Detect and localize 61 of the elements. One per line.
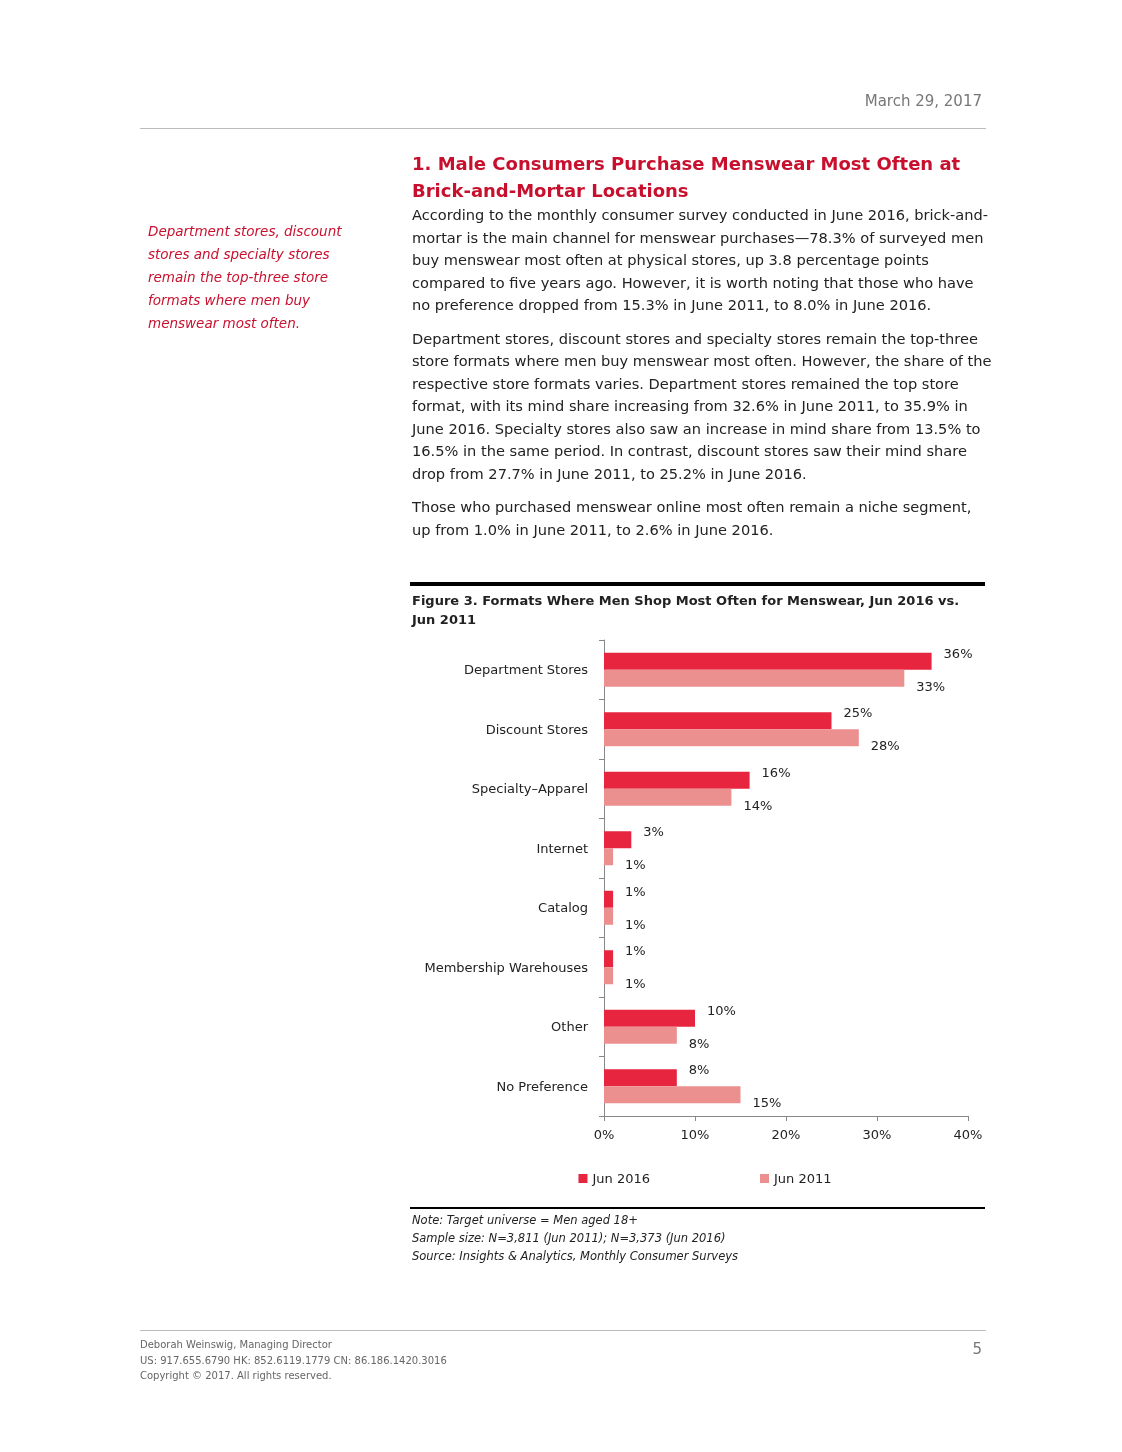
text: 3% bbox=[643, 824, 664, 840]
bar bbox=[604, 712, 832, 730]
text: Those who purchased menswear online most often remain a niche segment, up from 1.0% in June 2011, to 2.6% in June 2016. bbox=[412, 497, 973, 540]
bar bbox=[604, 907, 614, 925]
text: 1% bbox=[625, 883, 646, 899]
bar bbox=[604, 967, 614, 985]
y-tick-label: Department Stores bbox=[464, 662, 589, 678]
text: 1% bbox=[625, 916, 646, 932]
text: Deborah Weinswig, Managing Director bbox=[140, 1338, 333, 1352]
text: 1% bbox=[625, 857, 646, 873]
y-tick-label: Specialty–Apparel bbox=[471, 781, 588, 797]
text: 5 bbox=[971, 1340, 982, 1358]
text: 33% bbox=[916, 678, 946, 694]
text: Note: Target universe = Men aged 18+ bbox=[412, 1212, 639, 1229]
x-tick-label: 0% bbox=[593, 1127, 615, 1142]
x-tick-label: 10% bbox=[680, 1127, 710, 1142]
text: Department stores, discount stores and specialty stores remain the top-three store formats where men buy menswear most often. bbox=[148, 222, 343, 333]
chart-title: Figure 3. Formats Where Men Shop Most Often for Menswear, Jun 2016 vs. Jun 2011 bbox=[412, 592, 961, 629]
y-tick-label: Other bbox=[551, 1019, 589, 1035]
text: 1% bbox=[625, 943, 646, 959]
bar bbox=[604, 771, 750, 789]
y-tick-label: Discount Stores bbox=[485, 721, 589, 737]
bar bbox=[604, 652, 932, 670]
bar bbox=[604, 669, 905, 687]
text: 15% bbox=[752, 1095, 782, 1111]
text: Copyright © 2017. All rights reserved. bbox=[140, 1369, 333, 1383]
text: 25% bbox=[843, 705, 873, 721]
text: 14% bbox=[743, 797, 773, 813]
bar bbox=[604, 890, 614, 908]
text: US: 917.655.6790 HK: 852.6119.1779 CN: 86.186.1420.3016 bbox=[140, 1353, 448, 1368]
bar bbox=[604, 1009, 695, 1027]
x-tick-label: 30% bbox=[862, 1127, 892, 1142]
x-tick-label: 40% bbox=[953, 1127, 983, 1142]
bar bbox=[604, 1086, 741, 1104]
text: 28% bbox=[870, 738, 900, 754]
y-tick-label: No Preference bbox=[496, 1078, 588, 1094]
text: March 29, 2017 bbox=[863, 92, 982, 110]
y-tick-label: Catalog bbox=[538, 900, 588, 916]
text: 1. Male Consumers Purchase Menswear Most Often at Brick-and-Mortar Locations bbox=[412, 152, 962, 203]
text: 10% bbox=[707, 1002, 736, 1018]
y-tick-label: Internet bbox=[536, 840, 588, 856]
bar bbox=[604, 1026, 677, 1044]
y-tick-label: Membership Warehouses bbox=[424, 959, 589, 975]
bar bbox=[604, 831, 632, 849]
text: 8% bbox=[688, 1062, 710, 1078]
text: 36% bbox=[943, 645, 973, 661]
text: According to the monthly consumer survey conducted in June 2016, brick-and-mortar is the main channel for menswear purchases—78.3% of surveyed men buy menswear most often at physical stores, up 3.8 percentage points compared to five years ago. However, it is worth noting that those who have no preference dropped from 15.3% in June 2011, to 8.0% in June 2016. bbox=[412, 205, 990, 315]
bar bbox=[604, 1069, 677, 1087]
legend-label: Jun 2016 bbox=[591, 1171, 650, 1186]
text: 8% bbox=[688, 1035, 710, 1051]
text: 1% bbox=[625, 976, 646, 992]
bar bbox=[604, 950, 614, 968]
text: Sample size: N=3,811 (Jun 2011); N=3,373 (Jun 2016) bbox=[412, 1230, 727, 1247]
text: 16% bbox=[761, 764, 791, 780]
legend-label: Jun 2011 bbox=[773, 1171, 832, 1186]
x-tick-label: 20% bbox=[771, 1127, 801, 1142]
source-note: Source: Insights & Analytics, Monthly Consumer Surveys bbox=[412, 1248, 740, 1265]
bar bbox=[604, 788, 732, 806]
bar bbox=[604, 848, 614, 866]
text: Department stores, discount stores and specialty stores remain the top-three store formats where men buy menswear most often. However, the share of the respective store formats varies. Department stores remained the top store format, with its mind share increasing from 32.6% in June 2011, to 35.9% in June 2016. Specialty stores also saw an increase in mind share from 13.5% to 16.5% in the same period. In contrast, discount stores saw their mind share drop from 27.7% in June 2011, to 25.2% in June 2016. bbox=[412, 328, 992, 484]
bar bbox=[604, 729, 859, 747]
